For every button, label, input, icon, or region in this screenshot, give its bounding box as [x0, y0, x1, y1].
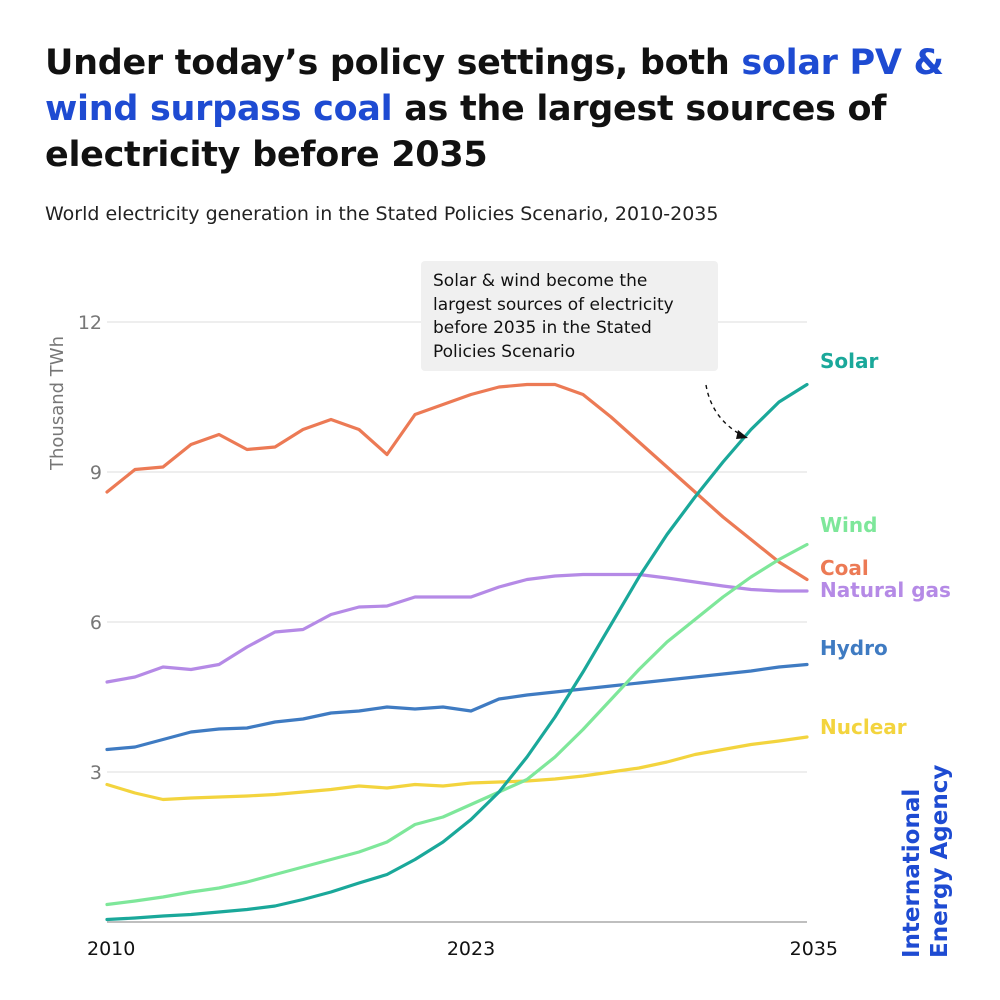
title-text-1: Under today’s policy settings, both: [45, 43, 742, 83]
y-tick-label: 12: [78, 312, 102, 334]
y-ticks: 3 6 9 12: [78, 312, 102, 784]
annotation-callout: Solar & wind become the largest sources …: [421, 261, 718, 371]
series-line-nuclear: [105, 735, 809, 802]
title-text-2: as the largest sources of electricity be…: [45, 89, 887, 175]
callout-arrow: [705, 384, 746, 438]
y-tick-label: 6: [90, 612, 102, 634]
x-tick-label: 2035: [790, 938, 838, 960]
y-tick-label: 3: [90, 762, 102, 784]
legend-label-solar: Solar: [820, 349, 878, 373]
chart-title: Under today’s policy settings, both sola…: [45, 40, 945, 178]
x-tick-label: 2010: [87, 938, 135, 960]
series-line-wind: [105, 542, 809, 907]
title-highlight: solar PV & wind surpass coal: [45, 43, 944, 129]
legend-label-nuclear: Nuclear: [820, 715, 907, 739]
callout-arrowhead: [736, 430, 748, 439]
y-tick-label: 9: [90, 462, 102, 484]
iea-logo: International Energy Agency: [898, 765, 954, 958]
chart-subtitle: World electricity generation in the Stat…: [45, 203, 719, 225]
series-line-hydro: [105, 662, 809, 752]
series-line-coal: [105, 382, 809, 582]
series-lines: [105, 382, 809, 922]
legend-label-coal: Coal: [820, 556, 869, 580]
y-axis-label: Thousand TWh: [47, 336, 68, 471]
series-line-natural-gas: [105, 572, 809, 684]
legend-label-wind: Wind: [820, 513, 877, 537]
legend-label-natural-gas: Natural gas: [820, 578, 951, 602]
x-ticks: 2010 2023 2035: [87, 938, 838, 960]
legend-label-hydro: Hydro: [820, 636, 888, 660]
series-line-solar: [105, 382, 809, 922]
brand-line-2: Energy Agency: [927, 764, 953, 958]
brand-line-1: International: [899, 788, 925, 958]
x-tick-label: 2023: [447, 938, 495, 960]
